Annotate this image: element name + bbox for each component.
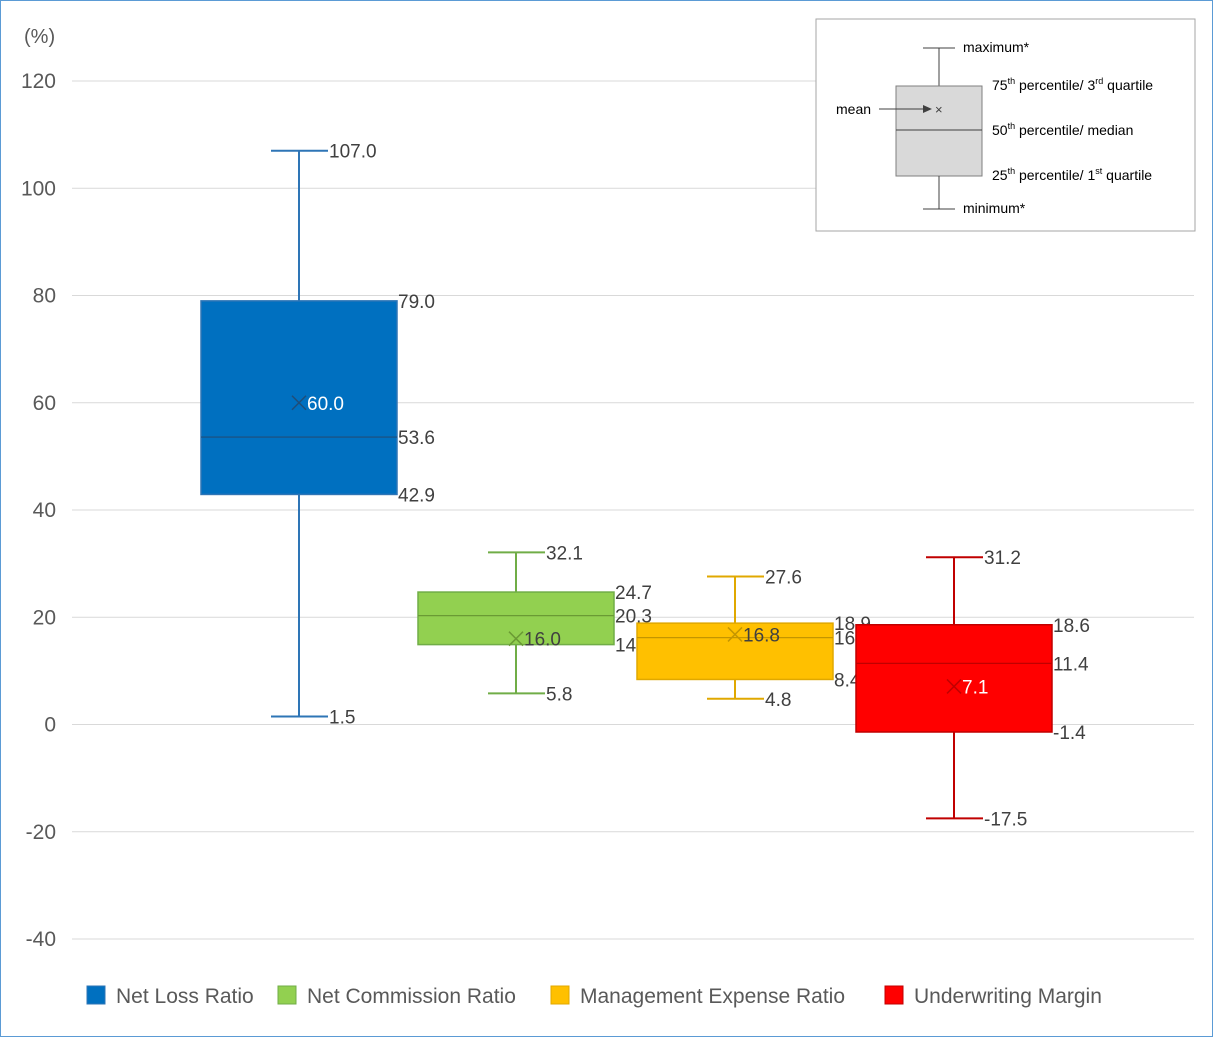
data-label-q3: 79.0 [398, 292, 435, 313]
mean-marker-stroke [946, 678, 962, 694]
mean-marker-stroke [291, 395, 307, 411]
legend-label: Underwriting Margin [914, 985, 1102, 1008]
data-label-min: 1.5 [329, 707, 355, 728]
iqr-box [855, 624, 1053, 733]
data-label-max: 27.6 [765, 567, 802, 588]
key-frame [815, 18, 1196, 232]
y-tick-label: 60 [33, 392, 56, 415]
mean-marker-stroke [508, 631, 524, 647]
key-box [895, 85, 983, 177]
y-tick-label: -40 [26, 928, 56, 951]
mean-marker-stroke [727, 626, 743, 642]
box-series-group: 107.0 1.5 79.0 53.6 42.9 60.0 32.1 5.8 24.7 20.3 1… [200, 142, 1090, 830]
legend-swatch [550, 985, 570, 1005]
data-label-max: 107.0 [329, 142, 377, 163]
data-label-median: 11.4 [1053, 654, 1089, 675]
legend-label: Management Expense Ratio [580, 985, 845, 1008]
key-maximum-label: maximum* [963, 39, 1030, 55]
legend-swatch [277, 985, 297, 1005]
key-mean-arrow-icon [923, 105, 932, 113]
y-tick-label: -20 [26, 821, 56, 844]
y-axis-tick-labels: -40 -20 0 20 40 60 80 100 120 [21, 70, 56, 951]
data-label-mean: 16.8 [743, 625, 780, 646]
data-label-min: 5.8 [546, 684, 572, 705]
data-label-mean: 60.0 [307, 394, 344, 415]
data-label-min: 4.8 [765, 690, 791, 711]
data-label-median: 53.6 [398, 428, 435, 449]
legend-label: Net Commission Ratio [307, 985, 516, 1008]
key-q1-label: 25th percentile/ 1st quartile [992, 166, 1152, 183]
y-tick-label: 100 [21, 177, 56, 200]
data-label-q1: -1.4 [1053, 723, 1086, 744]
key-minimum-label: minimum* [963, 200, 1026, 216]
legend: Net Loss Ratio Net Commission Ratio Manage… [86, 985, 1102, 1008]
iqr-box [200, 300, 398, 496]
box-series-net-commission-ratio: 32.15.824.720.314.916.0 [417, 543, 652, 705]
data-label-q3: 24.7 [615, 583, 652, 604]
data-label-mean: 7.1 [962, 677, 988, 698]
data-label-q1: 42.9 [398, 485, 435, 506]
box-plot-key: × mean maximum* 75th percentile/ 3rd qua… [815, 18, 1196, 232]
data-label-q3: 18.6 [1053, 616, 1090, 637]
iqr-box [636, 622, 834, 681]
key-mean-label: mean [836, 101, 871, 117]
legend-label: Net Loss Ratio [116, 985, 254, 1008]
y-tick-label: 40 [33, 499, 56, 522]
data-label-q1: 8.4 [834, 670, 861, 691]
y-axis-unit-label: (%) [24, 26, 55, 48]
data-label-median: 20.3 [615, 607, 652, 628]
data-label-max: 32.1 [546, 543, 583, 564]
y-tick-label: 120 [21, 70, 56, 93]
box-series-net-loss-ratio: 107.0 1.5 79.0 53.6 42.9 60.0 [200, 142, 435, 728]
data-label-mean: 16.0 [524, 630, 561, 651]
iqr-box [417, 591, 615, 646]
key-q3-label: 75th percentile/ 3rd quartile [992, 76, 1153, 93]
data-label-max: 31.2 [984, 548, 1021, 569]
data-label-min: -17.5 [984, 809, 1027, 830]
key-mean-marker: × [935, 102, 943, 117]
key-median-label: 50th percentile/ median [992, 121, 1133, 138]
y-tick-label: 0 [44, 714, 56, 737]
y-tick-label: 80 [33, 285, 56, 308]
legend-swatch [86, 985, 106, 1005]
legend-swatch [884, 985, 904, 1005]
box-series-management-expense-ratio: 27.64.818.916.28.416.8 [636, 567, 871, 711]
box-series-underwriting-margin: 31.2 -17.5 18.6 11.4 -1.4 7.1 [855, 548, 1090, 830]
y-tick-label: 20 [33, 606, 56, 629]
